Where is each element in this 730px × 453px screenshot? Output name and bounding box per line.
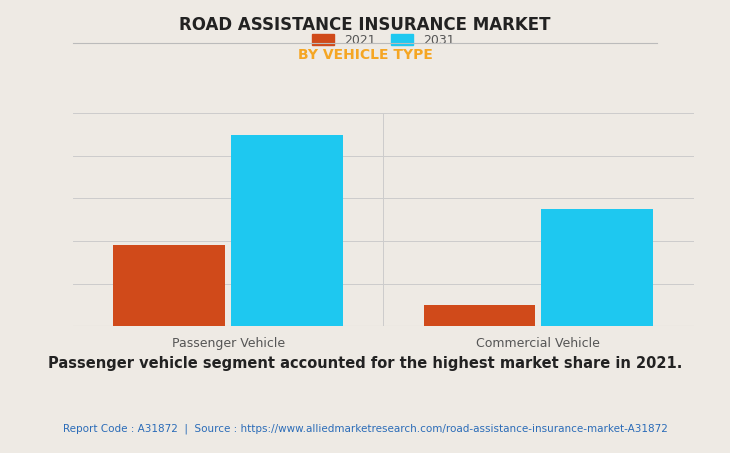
Text: ROAD ASSISTANCE INSURANCE MARKET: ROAD ASSISTANCE INSURANCE MARKET — [180, 16, 550, 34]
Text: Passenger vehicle segment accounted for the highest market share in 2021.: Passenger vehicle segment accounted for … — [47, 356, 683, 371]
Legend: 2021, 2031: 2021, 2031 — [308, 30, 458, 51]
Bar — [231, 135, 343, 326]
Bar — [423, 305, 535, 326]
Bar — [113, 245, 225, 326]
Text: Report Code : A31872  |  Source : https://www.alliedmarketresearch.com/road-assi: Report Code : A31872 | Source : https://… — [63, 424, 667, 434]
Bar — [542, 209, 653, 326]
Text: BY VEHICLE TYPE: BY VEHICLE TYPE — [298, 48, 432, 62]
